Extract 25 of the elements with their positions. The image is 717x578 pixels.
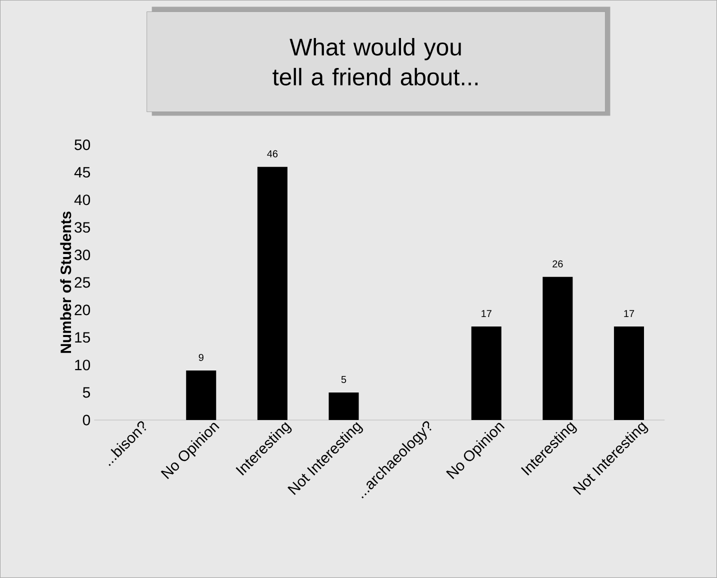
- bar: [328, 392, 359, 420]
- chart-title: What would you tell a friend about...: [272, 38, 478, 86]
- bar: [614, 326, 644, 420]
- y-tick-label: 15: [75, 332, 90, 343]
- data-label: 26: [552, 260, 563, 268]
- bar: [257, 166, 288, 420]
- y-tick-label: 50: [74, 140, 90, 150]
- bar: [186, 370, 216, 420]
- y-tick-label: 35: [74, 222, 90, 233]
- data-label: 17: [624, 310, 634, 318]
- bar: [542, 276, 573, 420]
- y-tick-label: 45: [74, 167, 90, 178]
- y-tick-label: 20: [74, 304, 90, 316]
- data-label: 17: [482, 310, 492, 318]
- y-tick-label: 40: [74, 194, 90, 206]
- y-axis-title: Number of Students: [60, 212, 72, 353]
- data-label: 46: [267, 150, 278, 158]
- y-tick-label: 30: [74, 250, 90, 260]
- y-tick-label: 10: [75, 360, 90, 370]
- y-tick-label: 25: [74, 277, 90, 288]
- y-tick-label: 0: [82, 414, 90, 426]
- bar: [471, 326, 502, 420]
- data-label: 5: [341, 376, 346, 384]
- data-label: 9: [198, 354, 204, 362]
- y-tick-label: 5: [82, 387, 90, 398]
